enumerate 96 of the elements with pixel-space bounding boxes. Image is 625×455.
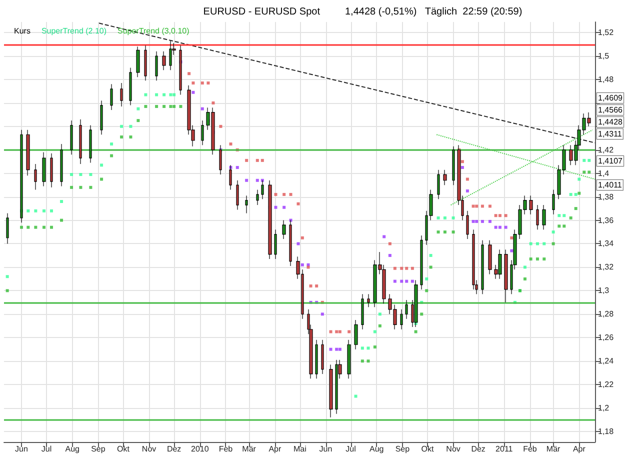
y-tick-label: 1,24 — [598, 356, 614, 366]
candlestick — [162, 51, 166, 70]
x-tick-label: 2011 — [496, 444, 514, 454]
x-tick-label: Feb — [523, 444, 538, 454]
candlestick — [120, 82, 123, 107]
x-tick-label: Jun — [15, 444, 28, 454]
chart-subtitle: 1,4428 (-0,51%) Täglich 22:59 (20:59) — [345, 6, 522, 18]
text: 1,4566 — [598, 106, 624, 114]
candlestick — [136, 46, 140, 78]
x-tick-label: Jun — [319, 444, 332, 454]
x-tick-label: Mär — [242, 444, 256, 454]
candlestick — [60, 144, 63, 187]
candlestick — [129, 67, 132, 106]
candlestick — [70, 120, 73, 155]
x-tick-label: Okt — [421, 444, 434, 454]
candlestick — [26, 130, 30, 176]
x-tick-label: Aug — [369, 444, 384, 454]
candlestick — [335, 360, 338, 414]
y-tick-label: 1,3 — [598, 286, 610, 296]
candlestick — [79, 119, 82, 164]
text: SuperTrend (2.10) — [41, 26, 107, 36]
x-tick-label: Dez — [471, 444, 486, 454]
candlestick — [329, 364, 333, 418]
x-tick-label: Nov — [142, 444, 156, 454]
candlestick — [144, 45, 147, 81]
candlestick — [6, 212, 9, 244]
candlestick — [488, 240, 492, 275]
candlestick — [400, 309, 403, 330]
x-tick-label: Okt — [116, 444, 130, 454]
candlestick — [34, 164, 37, 190]
x-tick-label: Sep — [395, 444, 410, 454]
x-tick-label: Apr — [572, 444, 586, 454]
y-tick-label: 1,26 — [598, 333, 614, 342]
candlestick — [443, 170, 447, 186]
y-tick-label: 1,52 — [598, 28, 614, 38]
candlestick — [282, 220, 286, 240]
candlestick — [437, 170, 440, 200]
x-tick-label: Mai — [293, 444, 307, 454]
candlestick — [236, 180, 239, 210]
text: 1,4011 — [598, 180, 622, 190]
y-tick-label: 1,38 — [598, 192, 614, 202]
text: 1,4609 — [598, 94, 624, 102]
candlestick — [529, 195, 533, 215]
candlestick — [472, 229, 475, 290]
candlestick — [100, 100, 103, 135]
x-tick-label: Jul — [346, 444, 356, 454]
y-tick-label: 1,48 — [598, 74, 614, 84]
y-tick-label: 1,18 — [598, 426, 614, 436]
x-tick-label: Mär — [546, 444, 561, 454]
candlestick — [498, 249, 502, 280]
candlestick — [367, 294, 370, 308]
x-tick-label: Jul — [41, 444, 52, 454]
candlestick — [201, 120, 204, 146]
text: 1,4428 — [598, 118, 624, 126]
candlestick — [321, 340, 324, 374]
x-tick-label: Dez — [166, 444, 182, 454]
text: Kurs — [14, 26, 30, 36]
x-tick-label: Nov — [446, 444, 460, 454]
text: 1,4311 — [598, 130, 622, 138]
candlestick — [274, 229, 277, 260]
y-tick-label: 1,36 — [598, 216, 614, 225]
x-tick-label: Feb — [218, 444, 234, 454]
candlestick — [504, 249, 508, 303]
candlestick — [552, 189, 555, 215]
candlestick — [452, 146, 455, 186]
candlestick — [536, 204, 539, 230]
candlestick — [542, 204, 546, 230]
chart-title: EURUSD - EURUSD Spot — [203, 6, 320, 18]
candlestick — [261, 180, 264, 200]
candlestick — [481, 240, 484, 294]
y-tick-label: 1,22 — [598, 380, 614, 390]
candlestick — [50, 153, 53, 188]
y-tick-label: 1,32 — [598, 262, 614, 272]
candlestick — [256, 189, 259, 206]
candlestick — [169, 40, 172, 70]
y-tick-label: 1,4 — [598, 168, 610, 178]
x-tick-label: Sep — [91, 444, 106, 454]
y-tick-label: 1,34 — [598, 239, 614, 248]
y-tick-label: 1,28 — [598, 310, 614, 319]
x-tick-label: Aug — [65, 444, 80, 454]
candlestick — [89, 124, 92, 164]
text: 1,4107 — [598, 156, 624, 166]
candlestick — [315, 340, 318, 379]
candlestick — [245, 195, 248, 214]
x-tick-label: Apr — [268, 444, 282, 454]
candlestick — [155, 51, 158, 81]
y-tick-label: 1,2 — [598, 403, 610, 412]
x-tick-label: 2010 — [190, 444, 210, 454]
y-tick-label: 1,5 — [598, 52, 610, 61]
candlestick — [110, 84, 113, 110]
candlestick — [420, 235, 423, 290]
candlestick — [42, 152, 46, 187]
candlestick — [361, 294, 364, 330]
y-tick-label: 1,42 — [598, 145, 614, 154]
candlestick — [466, 210, 469, 240]
candlestick — [405, 300, 408, 320]
